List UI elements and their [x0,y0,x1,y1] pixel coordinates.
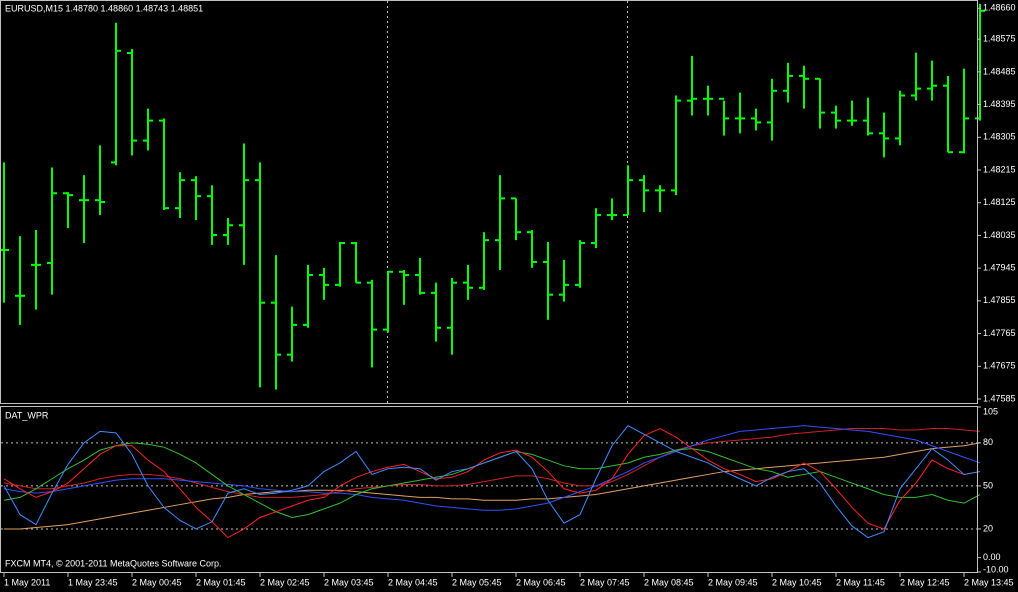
y-tick-label: -10.00 [983,564,1009,574]
x-tick-label: 2 May 12:45 [900,577,950,587]
y-tick-label: 1.48125 [983,197,1016,207]
x-tick-label: 2 May 08:45 [644,577,694,587]
copyright: FXCM MT4, © 2001-2011 MetaQuotes Softwar… [5,558,222,568]
y-tick-label: 80 [983,437,993,447]
y-tick-label: 1.48485 [983,66,1016,76]
x-tick-label: 2 May 03:45 [324,577,374,587]
y-tick-label: 1.48395 [983,99,1016,109]
price-panel-frame [0,0,978,404]
y-tick-label: 1.48035 [983,230,1016,240]
price-panel [0,1,985,403]
y-tick-label: 0.00 [983,552,1001,562]
y-tick-label: 1.48215 [983,164,1016,174]
y-tick-label: 1.48660 [983,3,1016,13]
y-tick-label: 1.48575 [983,34,1016,44]
x-tick-label: 1 May 2011 [4,577,50,587]
x-tick-label: 2 May 05:45 [452,577,502,587]
x-tick-label: 2 May 04:45 [388,577,438,587]
indicator-panel-frame [0,406,978,573]
x-tick-label: 2 May 02:45 [260,577,310,587]
indicator-line [3,427,981,539]
y-tick-label: 1.47675 [983,361,1016,371]
y-tick-label: 105 [983,406,998,416]
x-tick-label: 1 May 23:45 [68,577,118,587]
x-tick-label: 2 May 00:45 [132,577,182,587]
y-tick-label: 1.47855 [983,295,1016,305]
indicator-line [3,428,981,498]
x-tick-label: 2 May 06:45 [516,577,566,587]
x-tick-label: 2 May 11:45 [836,577,885,587]
y-tick-label: 50 [983,480,993,490]
x-tick-label: 2 May 13:45 [964,577,1014,587]
indicator-line [3,425,981,539]
indicator-line [4,442,981,530]
x-tick-label: 2 May 10:45 [772,577,822,587]
y-tick-label: 1.47945 [983,263,1016,273]
y-tick-label: 20 [983,523,993,533]
indicator-title: DAT_WPR [5,410,49,420]
x-tick-label: 2 May 07:45 [580,577,630,587]
y-tick-label: 1.47765 [983,328,1016,338]
indicator-line [3,425,981,511]
x-tick-label: 2 May 01:45 [196,577,246,587]
indicator-panel [1,425,981,539]
y-tick-label: 1.48305 [983,132,1016,142]
symbol-header: EURUSD,M15 1.48780 1.48860 1.48743 1.488… [5,3,203,13]
x-tick-label: 2 May 09:45 [708,577,758,587]
y-tick-label: 1.47585 [983,393,1016,403]
